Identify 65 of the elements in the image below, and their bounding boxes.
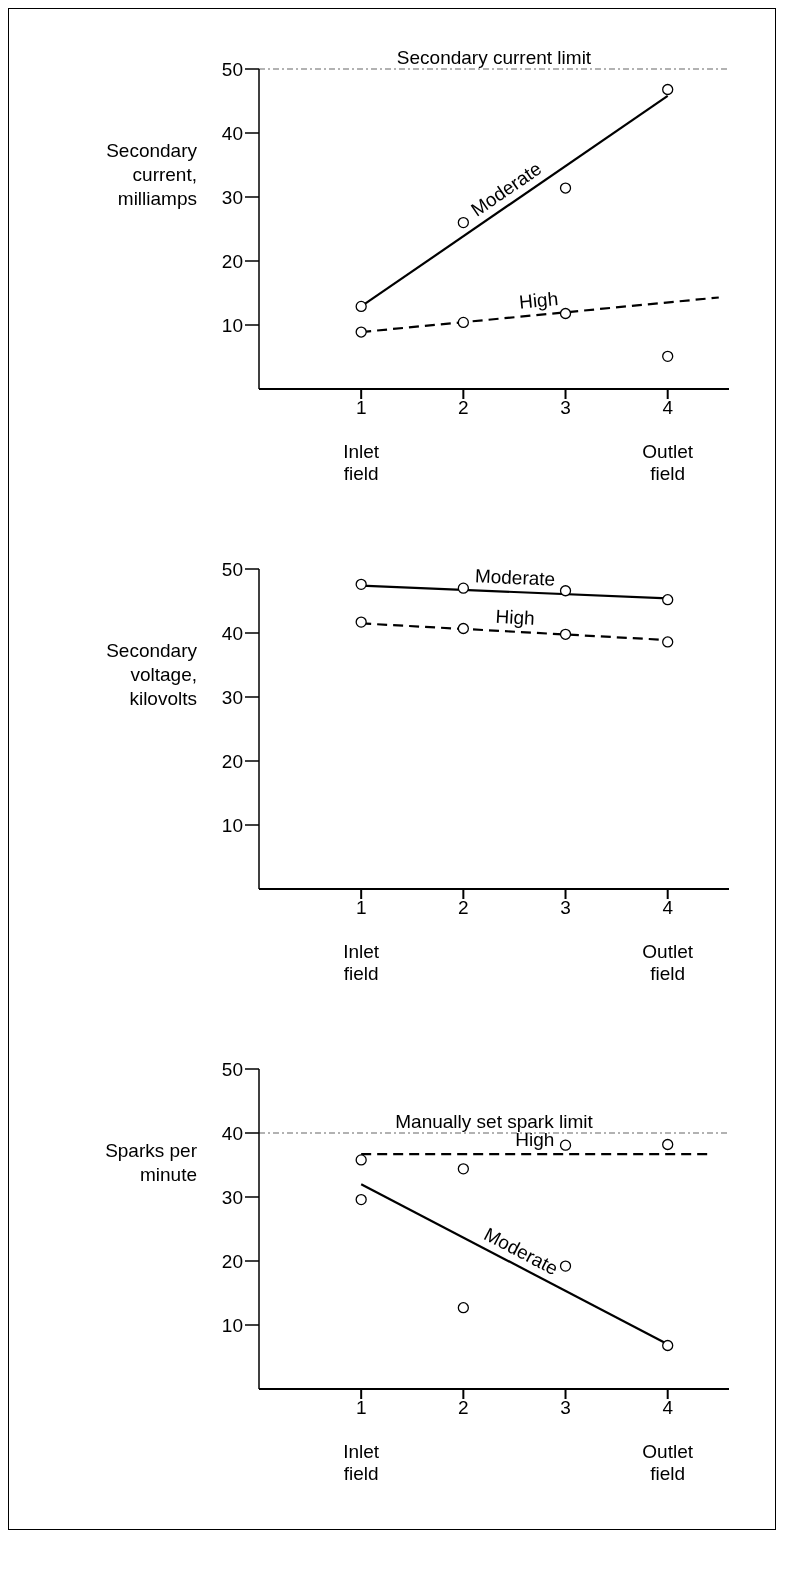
point — [662, 1339, 674, 1352]
point — [355, 1193, 367, 1206]
x-tick-label: 3 — [560, 397, 571, 419]
point — [355, 1154, 367, 1166]
point — [457, 622, 469, 635]
point — [662, 83, 674, 96]
point — [559, 628, 572, 640]
y-tick-label: 10 — [221, 1314, 243, 1336]
point — [559, 585, 572, 597]
text: Outlet field — [641, 1441, 695, 1485]
y-tick-label: 20 — [221, 1250, 243, 1272]
x-tick-label: 4 — [662, 897, 674, 919]
x-tick-label: 2 — [458, 1397, 469, 1419]
x-tick-label: 4 — [662, 1397, 674, 1419]
y-tick-label: 40 — [221, 622, 243, 644]
y-tick-label: 50 — [221, 58, 243, 80]
y-tick-label: 30 — [221, 186, 243, 208]
series-label: High — [495, 605, 536, 629]
point — [457, 216, 469, 229]
point — [662, 350, 674, 363]
point — [559, 182, 572, 194]
point — [457, 582, 469, 594]
x-tick-label: 3 — [560, 897, 571, 919]
y-tick-label: 50 — [221, 1058, 243, 1080]
y-tick-label: 20 — [221, 750, 243, 772]
point — [355, 578, 367, 591]
point — [559, 1139, 572, 1151]
point — [457, 1302, 469, 1314]
text: Inlet field — [342, 1441, 381, 1485]
x-tick-label: 1 — [355, 397, 367, 419]
point — [457, 316, 469, 329]
y-axis-title: Secondary current, milliamps — [105, 139, 197, 212]
point — [457, 1163, 469, 1175]
y-tick-label: 50 — [221, 558, 243, 580]
y-axis-title: Sparks per minute — [104, 1139, 197, 1188]
x-tick-label: 1 — [355, 897, 367, 919]
y-tick-label: 30 — [221, 1186, 243, 1208]
x-tick-label: 2 — [458, 397, 469, 419]
x-tick-label: 4 — [662, 397, 674, 419]
point — [355, 616, 367, 628]
text: High — [518, 288, 560, 313]
point — [355, 300, 367, 313]
point — [662, 636, 674, 648]
x-tick-label: 3 — [560, 1397, 571, 1419]
ref-line-label: Manually set spark limit — [395, 1111, 594, 1132]
series-label: Moderate — [474, 565, 556, 590]
ref-line-label: Secondary current limit — [396, 47, 592, 68]
point — [559, 1260, 572, 1272]
text: Inlet field — [342, 941, 381, 985]
y-tick-label: 30 — [221, 686, 243, 708]
text: Outlet field — [641, 441, 695, 485]
point — [662, 594, 674, 606]
x-tick-label: 1 — [355, 1397, 367, 1419]
y-tick-label: 40 — [221, 122, 243, 144]
y-tick-label: 40 — [221, 1122, 243, 1144]
y-tick-label: 10 — [221, 814, 243, 836]
point — [355, 326, 367, 338]
y-tick-label: 10 — [221, 314, 243, 336]
point — [559, 307, 572, 320]
point — [662, 1138, 674, 1151]
x-tick-label: 2 — [458, 897, 469, 919]
y-axis-title: Secondary voltage, kilovolts — [105, 639, 197, 712]
y-tick-label: 20 — [221, 250, 243, 272]
text: Outlet field — [641, 941, 695, 985]
text: Inlet field — [342, 441, 381, 485]
